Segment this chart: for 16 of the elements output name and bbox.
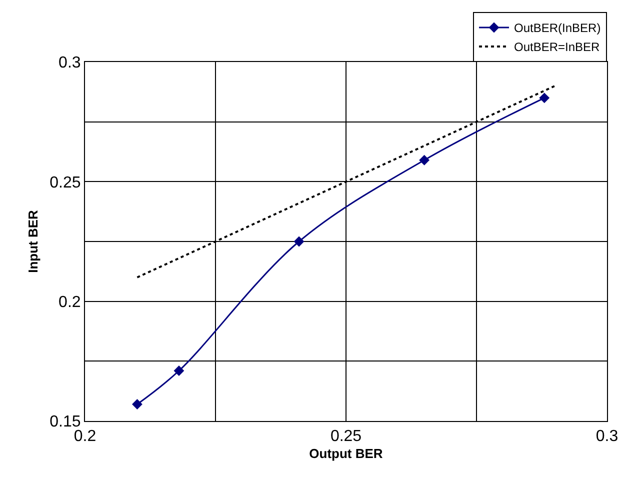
point — [294, 236, 304, 247]
x-tick-label: 0.25 — [330, 428, 362, 446]
point — [419, 154, 430, 166]
x-axis-title: Output BER — [309, 446, 384, 461]
legend-label: OutBER=InBER — [514, 40, 600, 54]
y-tick-label: 0.2 — [58, 294, 81, 311]
y-tick-label: 0.3 — [58, 54, 81, 72]
legend-label: OutBER(InBER) — [514, 21, 601, 36]
y-axis-title: Input BER — [26, 209, 41, 273]
x-tick-label: 0.2 — [74, 428, 96, 446]
y-tick-label: 0.25 — [50, 174, 81, 192]
point — [132, 399, 142, 410]
point — [174, 366, 184, 376]
y-tick-label: 0.15 — [50, 414, 81, 431]
point — [539, 92, 550, 104]
x-tick-label: 0.3 — [596, 428, 618, 446]
